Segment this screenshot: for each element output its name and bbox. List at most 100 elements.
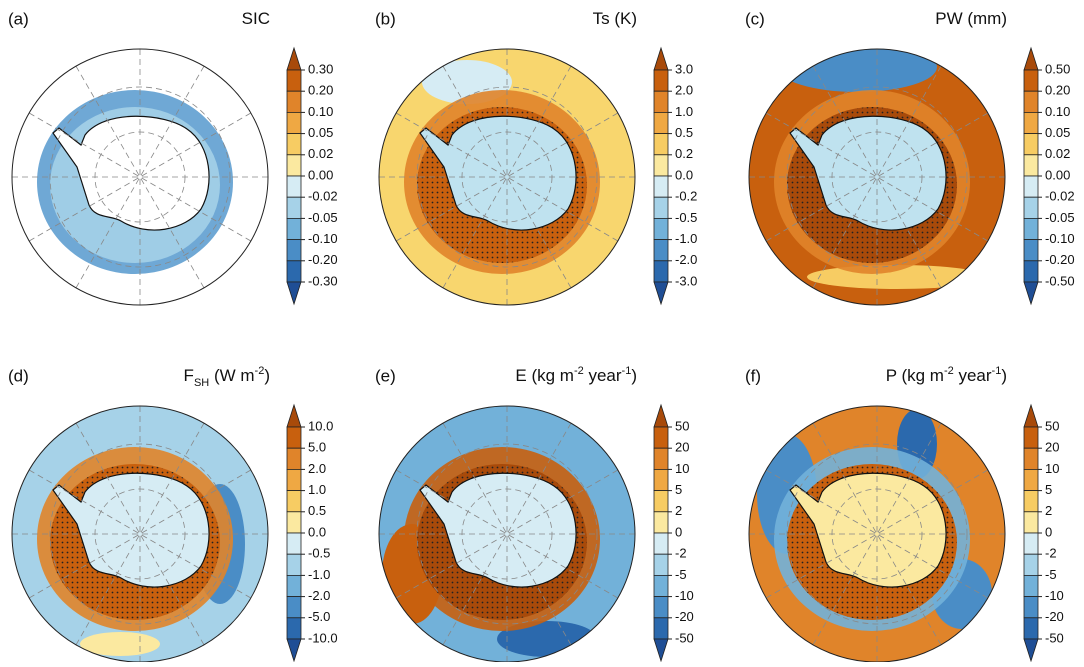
title-part: P (kg m [886, 366, 944, 385]
colorbar-tick-label: -1.0 [308, 567, 330, 582]
colorbar-tick-label: 0.30 [308, 61, 333, 76]
map-border [378, 48, 636, 306]
panel-label: (f) [745, 366, 761, 385]
colorbar-tick-label: -20 [675, 609, 694, 624]
panel-label: (d) [8, 366, 29, 385]
parallel [831, 488, 923, 580]
colorbar-box [286, 490, 302, 513]
colorbar-tick-label: -0.30 [308, 273, 338, 288]
colorbar-tick-label: 10.0 [308, 418, 333, 433]
meridian [28, 112, 252, 242]
map-panel [378, 405, 636, 663]
colorbar-tick-label: 0.2 [675, 146, 693, 161]
colorbar-tick-label: 0.0 [675, 167, 693, 182]
panel-label: (a) [8, 9, 29, 28]
colorbar-triangle [653, 638, 669, 663]
map-panel [748, 405, 1006, 663]
colorbar-tick-label: 1.0 [675, 104, 693, 119]
colorbar-box [1023, 553, 1039, 576]
title-part: ) [631, 366, 637, 385]
colorbar-tick-label: -0.2 [675, 189, 697, 204]
colorbar-box [653, 575, 669, 598]
anomaly-patch [777, 49, 937, 92]
antarctica [419, 472, 577, 588]
colorbar-tick-label: 0.20 [308, 83, 333, 98]
meridian [28, 469, 252, 599]
colorbar-tick-label: 5 [675, 482, 682, 497]
title-part: ) [1001, 366, 1007, 385]
colorbar-triangle [653, 403, 669, 428]
colorbar-tick-label: 0 [675, 524, 682, 539]
colorbar-box [653, 511, 669, 534]
colorbar-box [286, 447, 302, 470]
panel-title: FSH (W m-2) [184, 365, 270, 389]
colorbar-tick-label: 0.05 [1045, 125, 1070, 140]
colorbar-tick-label: -0.05 [1045, 210, 1075, 225]
colorbar-box [286, 553, 302, 576]
parallel [786, 443, 968, 625]
map [749, 49, 1005, 305]
colorbar-tick-label: 5.0 [308, 440, 326, 455]
colorbar-box [286, 154, 302, 177]
colorbar-tick-label: -0.5 [308, 546, 330, 561]
colorbar-triangle [286, 638, 302, 663]
meridian [442, 65, 572, 289]
colorbar-box [1023, 133, 1039, 156]
map [749, 406, 1005, 662]
antarctica [52, 115, 210, 231]
colorbar-box [286, 617, 302, 640]
colorbar-tick-label: -0.50 [1045, 273, 1075, 288]
meridian [812, 65, 942, 289]
colorbar-tick-label: 2.0 [675, 83, 693, 98]
panel-title: SIC [242, 9, 270, 28]
meridian [395, 112, 619, 242]
colorbar-tick-label: 10 [675, 461, 689, 476]
map [379, 406, 635, 662]
colorbar-triangle [1023, 281, 1039, 306]
colorbar-box [653, 532, 669, 555]
colorbar-tick-label: -0.5 [675, 210, 697, 225]
colorbar-tick-label: 2.0 [308, 461, 326, 476]
panel-title: P (kg m-2 year-1) [886, 365, 1007, 386]
parallel [416, 86, 598, 268]
colorbar-tick-label: 0 [1045, 524, 1052, 539]
colorbar-box [653, 112, 669, 135]
meridian [75, 422, 205, 646]
colorbar-box [1023, 260, 1039, 283]
colorbar-tick-label: 20 [675, 440, 689, 455]
colorbar-tick-label: -5 [1045, 567, 1057, 582]
colorbar-box [653, 133, 669, 156]
colorbar-box [1023, 426, 1039, 449]
colorbar-tick-label: 0.10 [1045, 104, 1070, 119]
colorbar-box [286, 133, 302, 156]
colorbar-tick-label: -10 [1045, 588, 1064, 603]
title-part: -2 [255, 365, 265, 377]
colorbar-tick-label: -5.0 [308, 609, 330, 624]
colorbar-box [286, 260, 302, 283]
colorbar-box [286, 112, 302, 135]
colorbar-tick-label: 0.50 [1045, 61, 1070, 76]
colorbar-tick-label: -10 [675, 588, 694, 603]
colorbar-box [653, 196, 669, 219]
colorbar-box [286, 90, 302, 113]
title-part: (W m [209, 366, 254, 385]
parallel [831, 131, 923, 223]
title-part: year [584, 366, 622, 385]
colorbar-box [653, 426, 669, 449]
colorbar-box [1023, 217, 1039, 240]
map-panel [11, 48, 269, 306]
meridian [442, 422, 572, 646]
panel-label: (c) [745, 9, 765, 28]
meridian [812, 422, 942, 646]
colorbar-tick-label: -0.02 [308, 189, 338, 204]
colorbar-tick-label: -50 [1045, 630, 1064, 645]
parallel [786, 86, 968, 268]
panel-title: Ts (K) [593, 9, 637, 28]
colorbar-box [1023, 532, 1039, 555]
colorbar-tick-label: 0.02 [308, 146, 333, 161]
colorbar-triangle [1023, 403, 1039, 428]
colorbar-box [653, 154, 669, 177]
colorbar-box [653, 239, 669, 262]
colorbar-box [1023, 112, 1039, 135]
colorbar-box [286, 196, 302, 219]
